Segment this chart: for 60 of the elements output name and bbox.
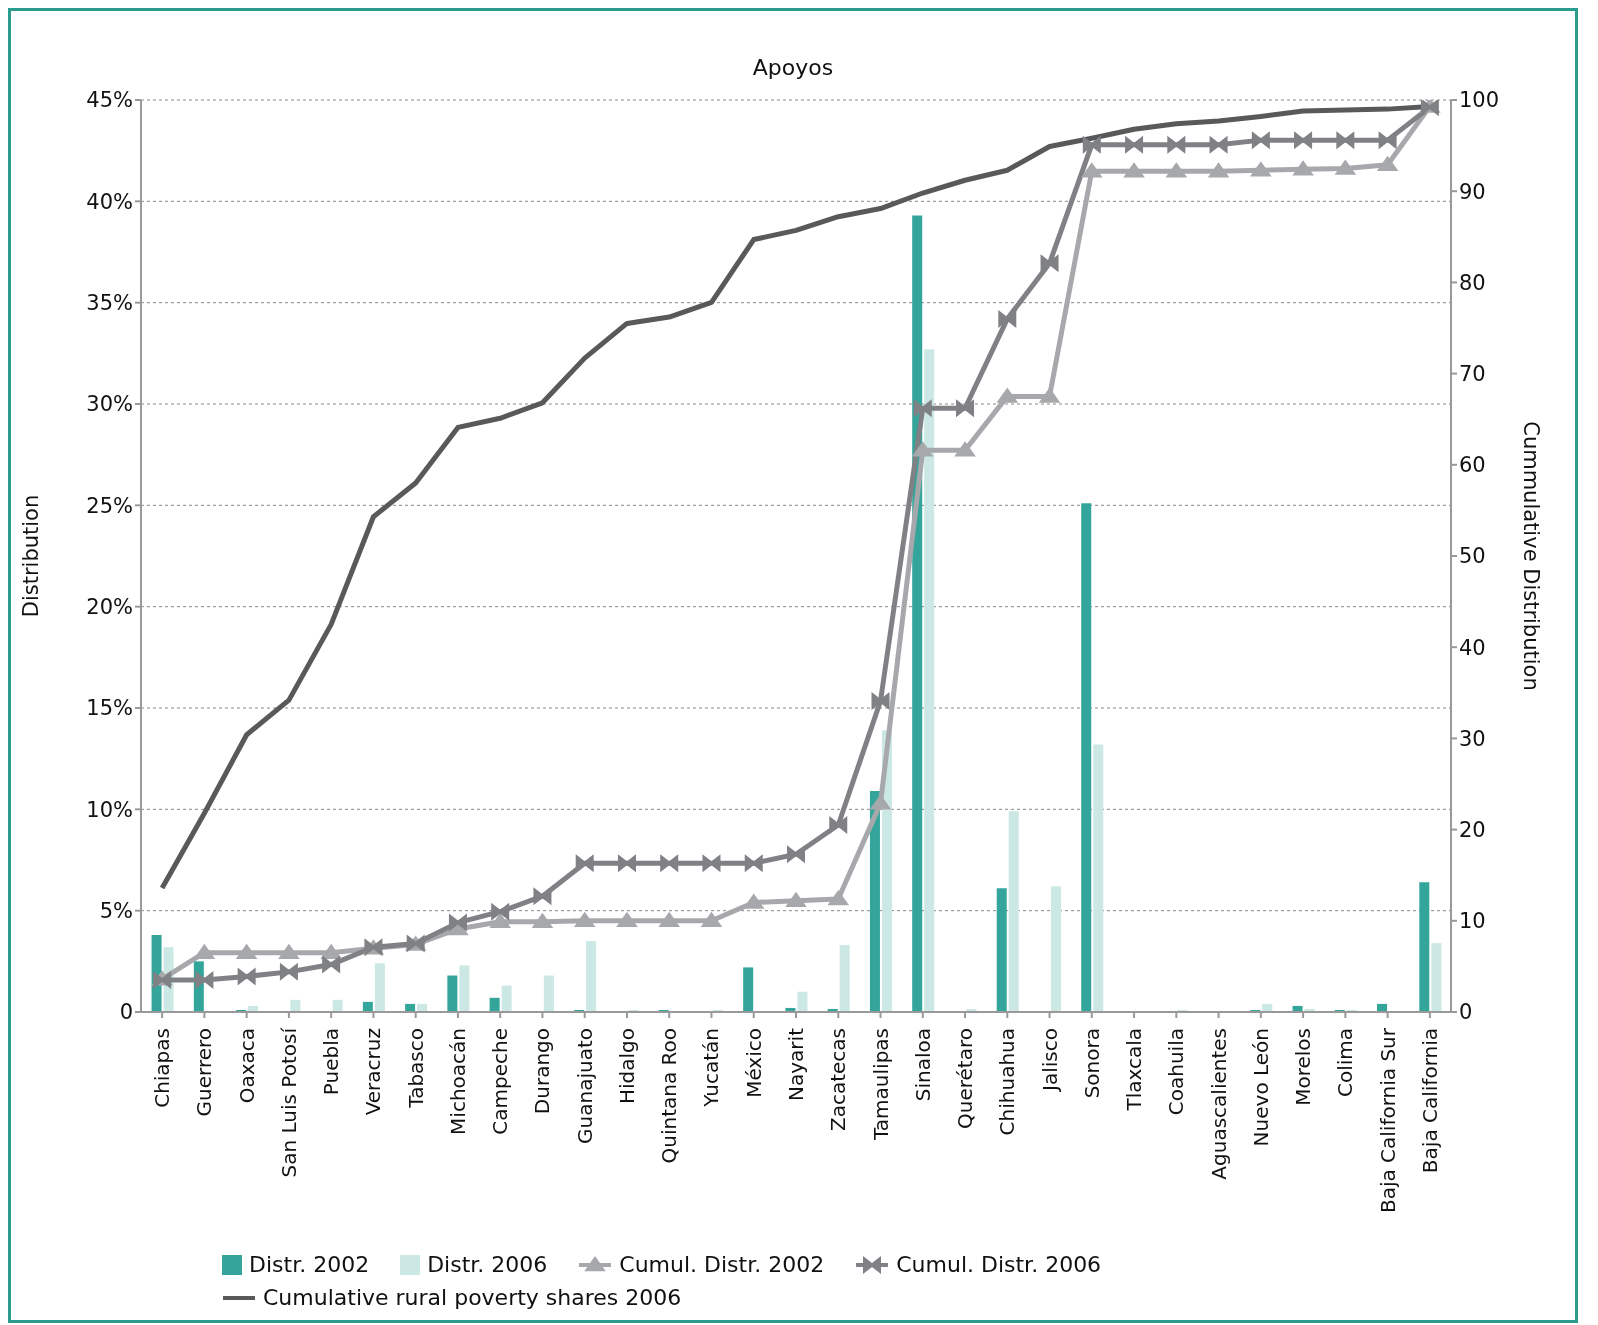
y2-tick-label: 80: [1459, 270, 1486, 295]
x-tick-label: Yucatán: [699, 1028, 724, 1108]
x-tick-label: Oaxaca: [234, 1028, 259, 1104]
x-tick-label: Nuevo León: [1248, 1028, 1273, 1147]
y-tick-label: 40%: [86, 189, 133, 214]
x-tick-label: Chihuahua: [995, 1028, 1020, 1136]
y-tick-label: 45%: [86, 88, 133, 113]
y-tick-label: 10%: [86, 797, 133, 822]
y2-tick-label: 90: [1459, 179, 1486, 204]
x-tick-label: Durango: [530, 1028, 555, 1115]
y-tick-label: 15%: [86, 696, 133, 721]
y2-tick-label: 20: [1459, 818, 1486, 843]
x-tick-label: Tlaxcala: [1122, 1028, 1147, 1112]
x-tick-label: Morelos: [1291, 1028, 1316, 1106]
x-tick-label: Guanajuato: [572, 1028, 597, 1144]
legend-label: Cumul. Distr. 2006: [896, 1252, 1102, 1277]
y-tick-label: 5%: [99, 899, 133, 924]
y-axis-title: Distribution: [19, 494, 44, 618]
x-tick-label: Chiapas: [150, 1028, 175, 1108]
y2-tick-label: 60: [1459, 453, 1486, 478]
x-tick-label: Sinaloa: [910, 1028, 935, 1102]
x-tick-label: San Luis Potosí: [276, 1026, 301, 1178]
y-tick-label: 25%: [86, 493, 133, 518]
y2-axis-title: Cummulative Distribution: [1518, 421, 1543, 691]
x-tick-label: Tabasco: [403, 1028, 428, 1109]
x-tick-label: Zacatecas: [826, 1028, 851, 1132]
y2-tick-label: 70: [1459, 362, 1486, 387]
x-tick-label: Querétaro: [953, 1028, 978, 1129]
y2-tick-label: 10: [1459, 909, 1486, 934]
chart-title: Apoyos: [751, 55, 835, 80]
x-tick-label: Coahuila: [1164, 1028, 1189, 1116]
x-tick-label: Hidalgo: [614, 1028, 639, 1105]
y-tick-label: 35%: [86, 291, 133, 316]
y2-tick-label: 100: [1459, 88, 1500, 113]
y-tick-label: 0: [119, 1000, 133, 1025]
y-tick-label: 20%: [86, 595, 133, 620]
legend-label: Cumul. Distr. 2002: [619, 1252, 825, 1277]
x-tick-label: Puebla: [319, 1028, 344, 1096]
x-tick-label: México: [741, 1028, 766, 1098]
x-tick-label: Baja California: [1417, 1028, 1442, 1174]
y2-tick-label: 50: [1459, 544, 1486, 569]
x-tick-label: Quintana Roo: [657, 1028, 682, 1164]
x-tick-label: Tamaulipas: [868, 1028, 893, 1142]
y2-tick-label: 30: [1459, 726, 1486, 751]
x-tick-label: Jalisco: [1037, 1028, 1062, 1093]
x-tick-label: Colima: [1333, 1028, 1358, 1098]
x-tick-label: Michoacán: [445, 1028, 470, 1135]
y2-tick-label: 0: [1459, 1000, 1473, 1025]
x-tick-label: Campeche: [488, 1028, 513, 1135]
x-tick-label: Baja California Sur: [1375, 1027, 1400, 1214]
x-tick-label: Sonora: [1079, 1028, 1104, 1099]
legend-label: Distr. 2002: [249, 1252, 370, 1277]
legend-label: Distr. 2006: [427, 1252, 548, 1277]
legend-label: Cumulative rural poverty shares 2006: [263, 1285, 682, 1310]
y2-tick-label: 40: [1459, 635, 1486, 660]
x-tick-label: Nayarit: [784, 1027, 808, 1101]
y-tick-label: 30%: [86, 392, 133, 417]
x-tick-label: Aguascalientes: [1206, 1028, 1231, 1180]
x-tick-label: Veracruz: [361, 1028, 386, 1116]
x-tick-label: Guerrero: [192, 1028, 217, 1117]
